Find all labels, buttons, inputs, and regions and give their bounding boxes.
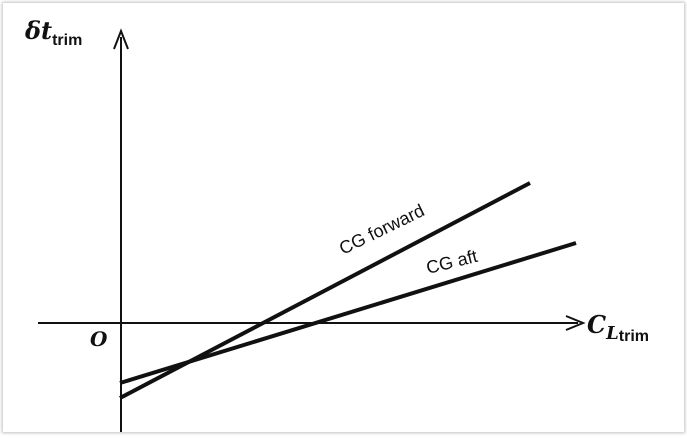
cg-aft-label: CG aft [424,246,479,278]
cg-forward-label: CG forward [336,200,427,258]
x-axis-arrowhead [565,315,586,331]
diagram-canvas: δttrim CLtrim O CG forward CG aft [24,16,649,432]
trim-diagram: δttrim CLtrim O CG forward CG aft [3,3,684,432]
x-axis-label: CLtrim [587,310,649,345]
y-axis-label: δttrim [24,16,82,49]
y-axis-arrowhead [113,28,129,50]
origin-label: O [90,327,108,351]
cg-aft-line [119,241,577,385]
